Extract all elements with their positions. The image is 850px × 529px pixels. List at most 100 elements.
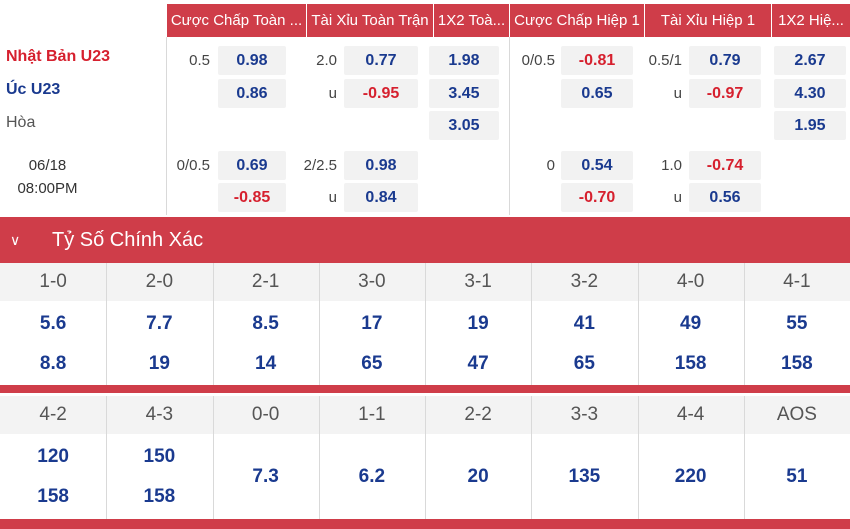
over-odd-alt[interactable]: 0.98 bbox=[344, 151, 418, 180]
score-label: 1-0 bbox=[39, 271, 67, 292]
score-odd[interactable]: 220 bbox=[674, 466, 707, 487]
header-1x2-full[interactable]: 1X2 Toà... bbox=[434, 4, 509, 37]
score-label: 3-1 bbox=[464, 271, 492, 292]
score-label: 3-3 bbox=[570, 404, 599, 425]
handicap-line-alt: 0/0.5 bbox=[176, 157, 210, 174]
score-label: AOS bbox=[776, 404, 817, 425]
under-odd[interactable]: -0.95 bbox=[344, 79, 418, 108]
score-odd[interactable]: 7.3 bbox=[252, 466, 279, 487]
h1-1x2-draw-odd[interactable]: 1.95 bbox=[774, 111, 846, 140]
score-odd[interactable]: 150 bbox=[143, 446, 176, 467]
handicap-away-odd-alt[interactable]: -0.85 bbox=[218, 183, 286, 212]
score-odd[interactable]: 135 bbox=[568, 466, 601, 487]
score-label: 3-2 bbox=[570, 271, 599, 292]
overunder-line-alt: 2/2.5 bbox=[303, 157, 337, 174]
score-odd[interactable]: 55 bbox=[786, 313, 808, 334]
correct-score-header[interactable]: ∨ Tỷ Số Chính Xác bbox=[0, 217, 850, 263]
score-odd[interactable]: 47 bbox=[467, 353, 489, 374]
header-overunder-full[interactable]: Tài Xỉu Toàn Trận bbox=[307, 4, 433, 37]
score-odd[interactable]: 8.8 bbox=[39, 353, 67, 374]
handicap-home-odd[interactable]: 0.98 bbox=[218, 46, 286, 75]
h1-1x2-away-odd[interactable]: 4.30 bbox=[774, 79, 846, 108]
h1-handicap-away-odd[interactable]: 0.65 bbox=[561, 79, 633, 108]
score-odd[interactable]: 158 bbox=[674, 353, 707, 374]
score-label: 2-0 bbox=[145, 271, 174, 292]
1x2-home-odd[interactable]: 1.98 bbox=[429, 46, 499, 75]
score-odd[interactable]: 17 bbox=[361, 313, 383, 334]
h1-handicap-line: 0/0.5 bbox=[521, 52, 555, 69]
h1-under-label: u bbox=[673, 85, 682, 102]
score-odd[interactable]: 65 bbox=[573, 353, 595, 374]
column-divider bbox=[106, 263, 107, 385]
handicap-away-odd[interactable]: 0.86 bbox=[218, 79, 286, 108]
score-odd[interactable]: 20 bbox=[467, 466, 489, 487]
column-divider bbox=[744, 396, 745, 519]
1x2-draw-odd[interactable]: 3.05 bbox=[429, 111, 499, 140]
score-odd[interactable]: 120 bbox=[37, 446, 69, 467]
h1-under-label-alt: u bbox=[673, 189, 682, 206]
score-label: 3-0 bbox=[358, 271, 386, 292]
score-label: 2-2 bbox=[464, 404, 492, 425]
score-label: 1-1 bbox=[358, 404, 386, 425]
score-odd[interactable]: 8.5 bbox=[252, 313, 279, 334]
handicap-line: 0.5 bbox=[189, 52, 210, 69]
score-odd[interactable]: 19 bbox=[467, 313, 489, 334]
score-label: 4-0 bbox=[676, 271, 705, 292]
column-divider bbox=[213, 263, 214, 385]
header-handicap-h1[interactable]: Cược Chấp Hiệp 1 bbox=[510, 4, 644, 37]
score-label: 4-3 bbox=[145, 404, 174, 425]
h1-overunder-line: 0.5/1 bbox=[648, 52, 682, 69]
away-team-name[interactable]: Úc U23 bbox=[6, 81, 61, 98]
section-title: Tỷ Số Chính Xác bbox=[52, 229, 204, 251]
score-odd[interactable]: 6.2 bbox=[358, 466, 386, 487]
column-divider bbox=[213, 396, 214, 519]
draw-label: Hòa bbox=[6, 114, 36, 131]
header-overunder-h1[interactable]: Tài Xỉu Hiệp 1 bbox=[645, 4, 771, 37]
h1-overunder-line-alt: 1.0 bbox=[661, 157, 682, 174]
score-label: 4-4 bbox=[676, 404, 705, 425]
h1-under-odd-alt[interactable]: 0.56 bbox=[689, 183, 761, 212]
h1-handicap-home-odd-alt[interactable]: 0.54 bbox=[561, 151, 633, 180]
score-odd[interactable]: 158 bbox=[37, 486, 69, 507]
match-time: 08:00PM bbox=[17, 180, 78, 197]
score-odd[interactable]: 14 bbox=[255, 353, 277, 374]
under-label: u bbox=[328, 85, 337, 102]
score-odd[interactable]: 7.7 bbox=[146, 313, 173, 334]
column-divider bbox=[744, 263, 745, 385]
score-odd[interactable]: 158 bbox=[781, 353, 813, 374]
header-handicap-full[interactable]: Cược Chấp Toàn ... bbox=[167, 4, 306, 37]
column-divider bbox=[638, 396, 639, 519]
overunder-line: 2.0 bbox=[316, 52, 337, 69]
column-divider bbox=[531, 396, 532, 519]
score-odd[interactable]: 19 bbox=[148, 353, 170, 374]
handicap-home-odd-alt[interactable]: 0.69 bbox=[218, 151, 286, 180]
score-odd[interactable]: 65 bbox=[361, 353, 383, 374]
under-odd-alt[interactable]: 0.84 bbox=[344, 183, 418, 212]
section-divider bbox=[0, 385, 850, 393]
column-divider bbox=[638, 263, 639, 385]
column-divider bbox=[425, 263, 426, 385]
h1-over-odd-alt[interactable]: -0.74 bbox=[689, 151, 761, 180]
score-label: 4-2 bbox=[39, 404, 67, 425]
column-divider bbox=[425, 396, 426, 519]
header-1x2-h1[interactable]: 1X2 Hiệ... bbox=[772, 4, 850, 37]
h1-1x2-home-odd[interactable]: 2.67 bbox=[774, 46, 846, 75]
score-odd[interactable]: 5.6 bbox=[39, 313, 67, 334]
score-odd[interactable]: 49 bbox=[680, 313, 702, 334]
over-odd[interactable]: 0.77 bbox=[344, 46, 418, 75]
match-date: 06/18 bbox=[28, 157, 67, 174]
h1-over-odd[interactable]: 0.79 bbox=[689, 46, 761, 75]
column-divider bbox=[166, 37, 167, 215]
1x2-away-odd[interactable]: 3.45 bbox=[429, 79, 499, 108]
chevron-down-icon[interactable]: ∨ bbox=[10, 232, 21, 248]
column-divider bbox=[319, 263, 320, 385]
h1-handicap-away-odd-alt[interactable]: -0.70 bbox=[561, 183, 633, 212]
h1-under-odd[interactable]: -0.97 bbox=[689, 79, 761, 108]
score-label: 4-1 bbox=[783, 271, 811, 292]
score-odd[interactable]: 41 bbox=[573, 313, 595, 334]
column-divider bbox=[106, 396, 107, 519]
home-team-name[interactable]: Nhật Bản U23 bbox=[6, 48, 111, 65]
h1-handicap-home-odd[interactable]: -0.81 bbox=[561, 46, 633, 75]
score-odd[interactable]: 158 bbox=[143, 486, 176, 507]
score-odd[interactable]: 51 bbox=[786, 466, 808, 487]
